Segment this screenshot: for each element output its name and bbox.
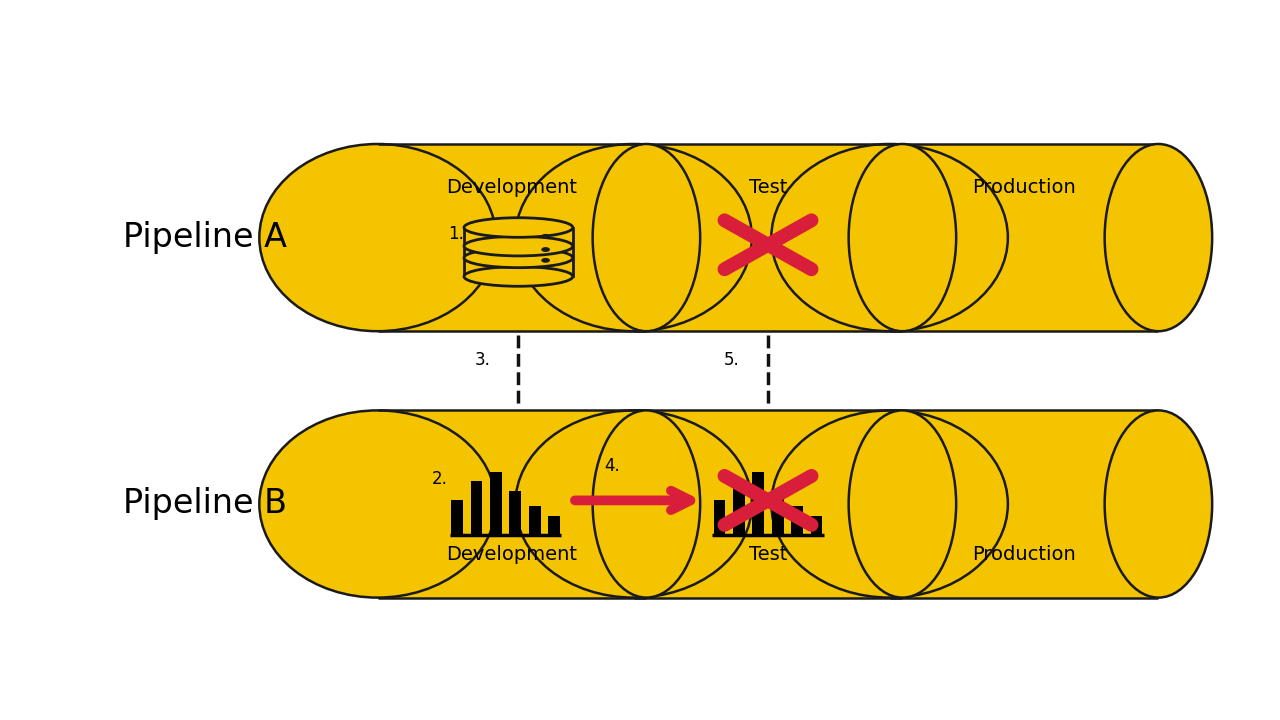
Ellipse shape (541, 258, 550, 263)
Ellipse shape (465, 217, 573, 238)
Ellipse shape (772, 144, 1007, 331)
Text: Pipeline A: Pipeline A (123, 221, 287, 254)
Bar (890, 144, 1158, 331)
Text: Production: Production (972, 545, 1076, 564)
Ellipse shape (772, 410, 1007, 598)
Bar (634, 410, 902, 598)
Bar (890, 410, 1158, 598)
Bar (714, 500, 726, 535)
Ellipse shape (260, 144, 495, 331)
Ellipse shape (849, 410, 956, 598)
Text: Test: Test (749, 178, 787, 197)
Bar (490, 472, 502, 535)
Bar (471, 481, 483, 535)
Ellipse shape (516, 410, 751, 598)
Text: 3.: 3. (475, 351, 490, 369)
Bar (452, 500, 463, 535)
Bar (548, 516, 561, 535)
Ellipse shape (593, 410, 700, 598)
Ellipse shape (541, 234, 550, 239)
Ellipse shape (1105, 410, 1212, 598)
Text: Pipeline B: Pipeline B (123, 487, 287, 521)
Bar (791, 506, 803, 535)
Ellipse shape (465, 266, 573, 287)
Bar (733, 481, 745, 535)
Bar (378, 144, 646, 331)
Bar (772, 490, 783, 535)
Bar (509, 490, 521, 535)
Text: 4.: 4. (604, 457, 621, 475)
Text: Production: Production (972, 178, 1076, 197)
Ellipse shape (593, 144, 700, 331)
Ellipse shape (260, 410, 495, 598)
Bar (634, 144, 902, 331)
Bar (465, 228, 573, 276)
Bar (810, 516, 823, 535)
Text: Test: Test (749, 545, 787, 564)
Text: 5.: 5. (724, 351, 740, 369)
Text: 1.: 1. (448, 225, 463, 243)
Ellipse shape (465, 236, 573, 256)
Text: 2.: 2. (431, 470, 447, 488)
Text: Development: Development (447, 178, 577, 197)
Ellipse shape (465, 248, 573, 268)
Bar (753, 472, 764, 535)
Bar (529, 506, 540, 535)
Text: Development: Development (447, 545, 577, 564)
Ellipse shape (516, 144, 751, 331)
Ellipse shape (1105, 144, 1212, 331)
Ellipse shape (849, 144, 956, 331)
Ellipse shape (541, 247, 550, 252)
Bar (378, 410, 646, 598)
